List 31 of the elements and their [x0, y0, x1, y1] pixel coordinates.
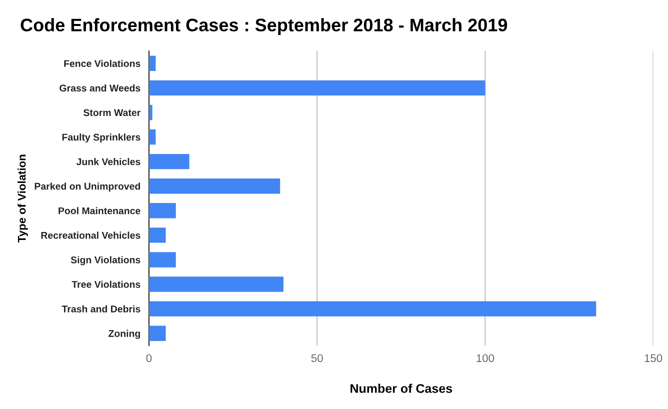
bar: [148, 252, 176, 268]
x-tick-label: 50: [311, 354, 323, 362]
bar: [148, 80, 486, 96]
bar: [148, 104, 152, 120]
bar: [148, 129, 156, 145]
bar: [148, 154, 190, 170]
bar: [148, 203, 176, 218]
y-tick-label: Recreational Vehicles: [41, 232, 140, 239]
x-axis-title: Number of Cases: [350, 384, 452, 393]
y-axis-title: Type of Violation: [18, 154, 28, 242]
y-tick-label: Grass and Weeds: [60, 84, 140, 92]
bar: [148, 56, 156, 71]
x-tick-label: 0: [146, 354, 152, 362]
x-tick-label: 100: [476, 354, 494, 362]
chart-title: Code Enforcement Cases : September 2018 - March 2019: [20, 18, 508, 35]
y-tick-label: Faulty Sprinklers: [62, 133, 140, 143]
bar: [148, 178, 280, 194]
bar: [148, 276, 284, 292]
y-tick-label: Zoning: [108, 330, 140, 339]
y-tick-label: Fence Violations: [64, 60, 140, 68]
bar: [148, 228, 166, 243]
y-tick-label: Sign Violations: [70, 256, 140, 266]
y-tick-label: Junk Vehicles: [76, 158, 140, 166]
y-tick-label: Trash and Debris: [62, 305, 140, 312]
x-tick-label: 150: [644, 354, 662, 362]
y-tick-label: Storm Water: [83, 109, 140, 116]
y-tick-label: Parked on Unimproved: [34, 182, 140, 192]
bar: [148, 301, 596, 316]
y-tick-label: Pool Maintenance: [58, 207, 140, 214]
bar: [148, 326, 166, 341]
y-tick-label: Tree Violations: [72, 280, 140, 288]
